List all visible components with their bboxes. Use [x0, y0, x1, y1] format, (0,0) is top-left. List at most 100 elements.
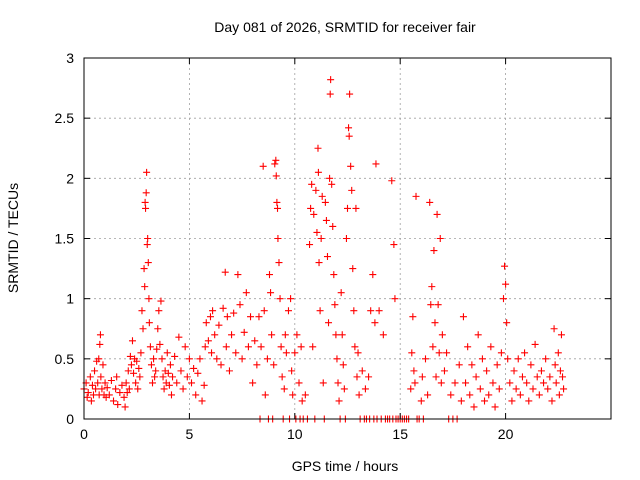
data-point [367, 307, 375, 315]
data-point [291, 349, 299, 357]
data-point [502, 280, 510, 288]
data-point [338, 331, 346, 339]
data-point [138, 307, 146, 315]
data-point [266, 271, 274, 279]
data-point [130, 369, 138, 377]
data-point [316, 307, 324, 315]
data-point [96, 340, 104, 348]
data-point [491, 403, 499, 411]
data-point [151, 373, 159, 381]
data-point [443, 349, 451, 357]
data-point [307, 204, 315, 212]
data-point [86, 373, 94, 381]
data-point [143, 168, 151, 176]
data-point [134, 385, 142, 393]
data-point [289, 391, 297, 399]
data-point [281, 331, 289, 339]
data-point [175, 333, 183, 341]
data-point [333, 355, 341, 363]
chart-title: Day 081 of 2026, SRMTID for receiver fai… [214, 19, 476, 35]
data-point [112, 385, 120, 393]
data-point [173, 379, 181, 387]
data-point [412, 192, 420, 200]
data-point [432, 373, 440, 381]
data-point [466, 391, 474, 399]
data-point [200, 381, 208, 389]
data-point [411, 379, 419, 387]
data-point [141, 283, 149, 291]
data-point [192, 391, 200, 399]
x-axis-label: GPS time / hours [292, 458, 399, 474]
data-point [145, 295, 153, 303]
data-point [149, 379, 157, 387]
y-tick-label: 1.5 [55, 231, 75, 247]
data-point [166, 361, 174, 369]
data-point [310, 210, 318, 218]
data-point [540, 379, 548, 387]
data-point [284, 307, 292, 315]
data-point [273, 198, 281, 206]
data-point [417, 397, 425, 405]
data-point [217, 361, 225, 369]
data-point [371, 319, 379, 327]
data-point [244, 343, 252, 351]
data-point [308, 180, 316, 188]
data-point [328, 180, 336, 188]
y-tick-label: 1 [66, 291, 74, 307]
data-point [259, 162, 267, 170]
data-point [495, 385, 503, 393]
y-axis-label: SRMTID / TECUs [5, 183, 21, 293]
data-point [159, 373, 167, 381]
data-point [153, 345, 161, 353]
data-point [136, 373, 144, 381]
data-point [321, 198, 329, 206]
data-point [257, 343, 265, 351]
x-tick-label: 0 [80, 426, 88, 442]
data-point [232, 349, 240, 357]
data-point [154, 325, 162, 333]
data-point [418, 373, 426, 381]
data-point [128, 337, 136, 345]
data-point [372, 160, 380, 168]
data-point [101, 379, 109, 387]
data-point [87, 397, 95, 405]
data-point [510, 367, 518, 375]
data-point [91, 367, 99, 375]
data-point [472, 373, 480, 381]
data-point [169, 373, 177, 381]
data-point [158, 355, 166, 363]
data-point [260, 307, 268, 315]
y-tick-label: 0.5 [55, 351, 75, 367]
data-point [236, 301, 244, 309]
data-point [242, 289, 250, 297]
data-point [327, 76, 335, 84]
data-point [428, 283, 436, 291]
data-point [122, 379, 130, 387]
data-point [139, 325, 147, 333]
data-point [334, 379, 342, 387]
data-point [314, 168, 322, 176]
y-tick-label: 2.5 [55, 110, 75, 126]
data-point [95, 355, 103, 363]
data-point [503, 319, 511, 327]
data-point [83, 393, 91, 401]
data-point [295, 379, 303, 387]
data-point [355, 391, 363, 399]
data-point [202, 319, 210, 327]
data-point [354, 349, 362, 357]
data-point [434, 301, 442, 309]
data-point [97, 373, 105, 381]
data-point [230, 309, 238, 317]
data-point [489, 379, 497, 387]
data-point [141, 198, 149, 206]
data-point [512, 385, 520, 393]
data-point [127, 361, 135, 369]
data-point [240, 328, 248, 336]
data-point [339, 361, 347, 369]
data-point [272, 172, 280, 180]
data-point [523, 379, 531, 387]
data-point [196, 355, 204, 363]
data-point [344, 204, 351, 212]
data-point [501, 262, 509, 270]
